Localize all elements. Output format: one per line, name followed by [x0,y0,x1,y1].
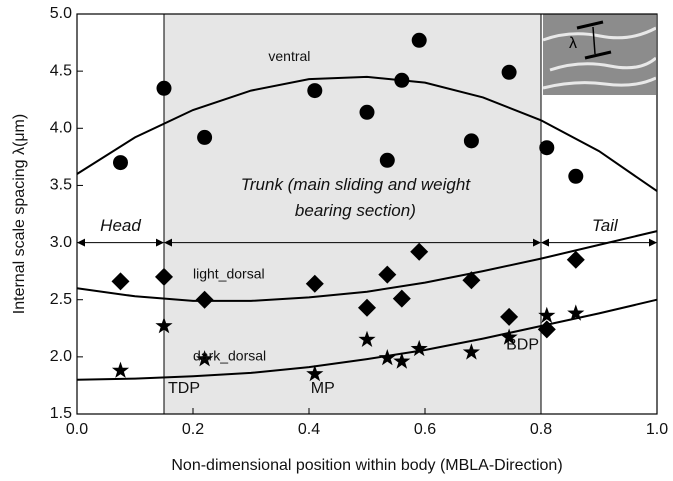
point [111,272,130,291]
trunk-region [164,14,541,414]
fit-curve [76,230,658,302]
point [411,32,427,48]
head-label: Head [100,216,141,235]
point [359,104,375,120]
point [358,298,376,317]
y-tick-label: 2.0 [50,348,72,365]
inset-texture [549,56,657,72]
y-tick-label: 3.0 [50,234,72,251]
series-name: light_dorsal [193,265,265,281]
point [111,361,130,378]
inset-symbol: λ [569,35,577,52]
inset-bar [584,50,612,60]
series-name: ventral [268,48,310,64]
x-tick-label: 1.0 [646,421,668,438]
x-tick-label: 0.8 [530,421,552,438]
inset-texture [542,26,657,42]
fit-curve [76,298,658,381]
inset-texture [542,76,657,90]
point [378,265,397,284]
point [306,365,324,382]
point [394,72,410,88]
point [197,129,213,145]
x-axis-label: Non-dimensional position within body (MB… [171,457,562,474]
tdp-label: TDP [168,380,200,397]
point [567,304,585,321]
point [410,242,429,261]
trunk-label: bearing section) [295,201,416,220]
y-tick-label: 5.0 [50,5,72,22]
bdp-label: BDP [506,337,539,354]
point [500,307,519,326]
x-tick-label: 0.2 [182,421,204,438]
point [358,330,376,347]
point [196,350,214,367]
y-tick-label: 4.0 [50,120,72,137]
point [155,267,173,286]
plot-frame [76,13,658,415]
x-tick-label: 0.6 [414,421,436,438]
point [113,155,128,171]
trunk-label: Trunk (main sliding and weight [241,175,472,194]
point [410,339,428,357]
inset-arrow [592,26,596,55]
point [155,317,173,334]
point [195,290,214,309]
point [568,168,584,184]
point [392,289,411,308]
inset-bar [576,20,604,30]
y-axis-label: Internal scale spacing λ(μm) [11,114,28,314]
y-tick-label: 1.5 [50,405,72,422]
x-tick-label: 0.0 [66,421,88,438]
point [566,250,585,269]
point [393,352,411,369]
y-tick-label: 4.5 [50,62,72,79]
y-tick-label: 3.5 [50,177,72,194]
point [156,80,172,96]
point [500,328,518,345]
tail-label: Tail [592,216,619,235]
inset-image: λ [542,14,657,95]
point [462,343,480,360]
y-tick-label: 2.5 [50,291,72,308]
point [463,133,479,149]
point [378,349,396,366]
point [305,274,324,293]
point [539,140,555,156]
x-tick-label: 0.4 [298,421,320,438]
fit-curve [76,75,658,192]
series-name: dark_dorsal [193,348,266,364]
point [462,271,481,290]
point [307,83,323,99]
point [501,64,517,80]
point [538,306,556,323]
point [379,152,395,168]
mp-label: MP [311,380,335,397]
